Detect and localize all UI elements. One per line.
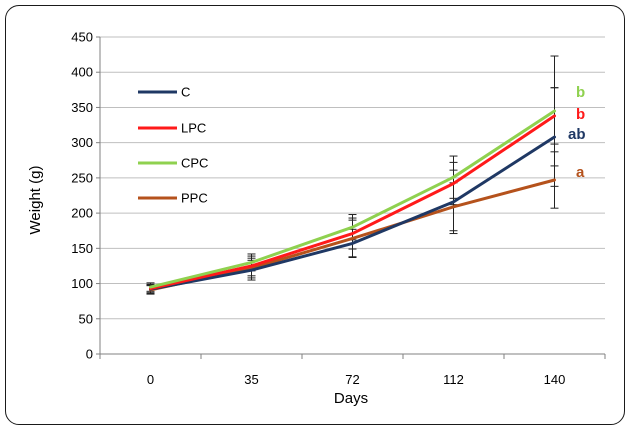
y-tick-label: 350 — [71, 100, 93, 115]
x-tick-label: 140 — [544, 372, 566, 387]
series-line-LPC — [149, 114, 556, 290]
significance-letter-LPC: b — [576, 106, 585, 123]
gridlines — [96, 36, 605, 355]
y-axis-title: Weight (g) — [27, 166, 44, 235]
legend-label-CPC: CPC — [181, 156, 208, 171]
x-axis-ticks: 0 35 72 112 140 — [99, 354, 606, 387]
y-axis-ticks: 0 50 100 150 200 250 300 350 400 450 — [71, 30, 93, 362]
significance-letter-C: ab — [568, 126, 586, 143]
legend: C LPC CPC PPC — [138, 85, 208, 206]
chart-frame — [5, 5, 625, 425]
y-tick-label: 200 — [71, 206, 93, 221]
x-tick-label: 0 — [147, 372, 154, 387]
y-tick-label: 250 — [71, 170, 93, 185]
y-tick-label: 450 — [71, 30, 93, 45]
y-tick-label: 300 — [71, 135, 93, 150]
x-tick-label: 112 — [443, 372, 464, 387]
y-tick-label: 0 — [86, 347, 93, 362]
y-tick-label: 50 — [79, 311, 93, 326]
significance-letter-CPC: b — [576, 84, 585, 101]
x-tick-label: 35 — [244, 372, 258, 387]
legend-label-LPC: LPC — [181, 121, 206, 136]
legend-label-C: C — [181, 85, 190, 100]
series-line-C — [149, 135, 556, 291]
x-axis-title: Days — [334, 390, 368, 407]
y-tick-label: 400 — [71, 65, 93, 80]
y-tick-label: 100 — [71, 276, 93, 291]
series-lines — [149, 109, 556, 292]
significance-letters: bb ab a — [568, 84, 586, 181]
significance-letter-PPC: a — [576, 164, 585, 181]
x-tick-label: 72 — [345, 372, 359, 387]
y-tick-label: 150 — [71, 241, 93, 256]
legend-label-PPC: PPC — [181, 191, 208, 206]
series-line-CPC — [149, 109, 556, 289]
